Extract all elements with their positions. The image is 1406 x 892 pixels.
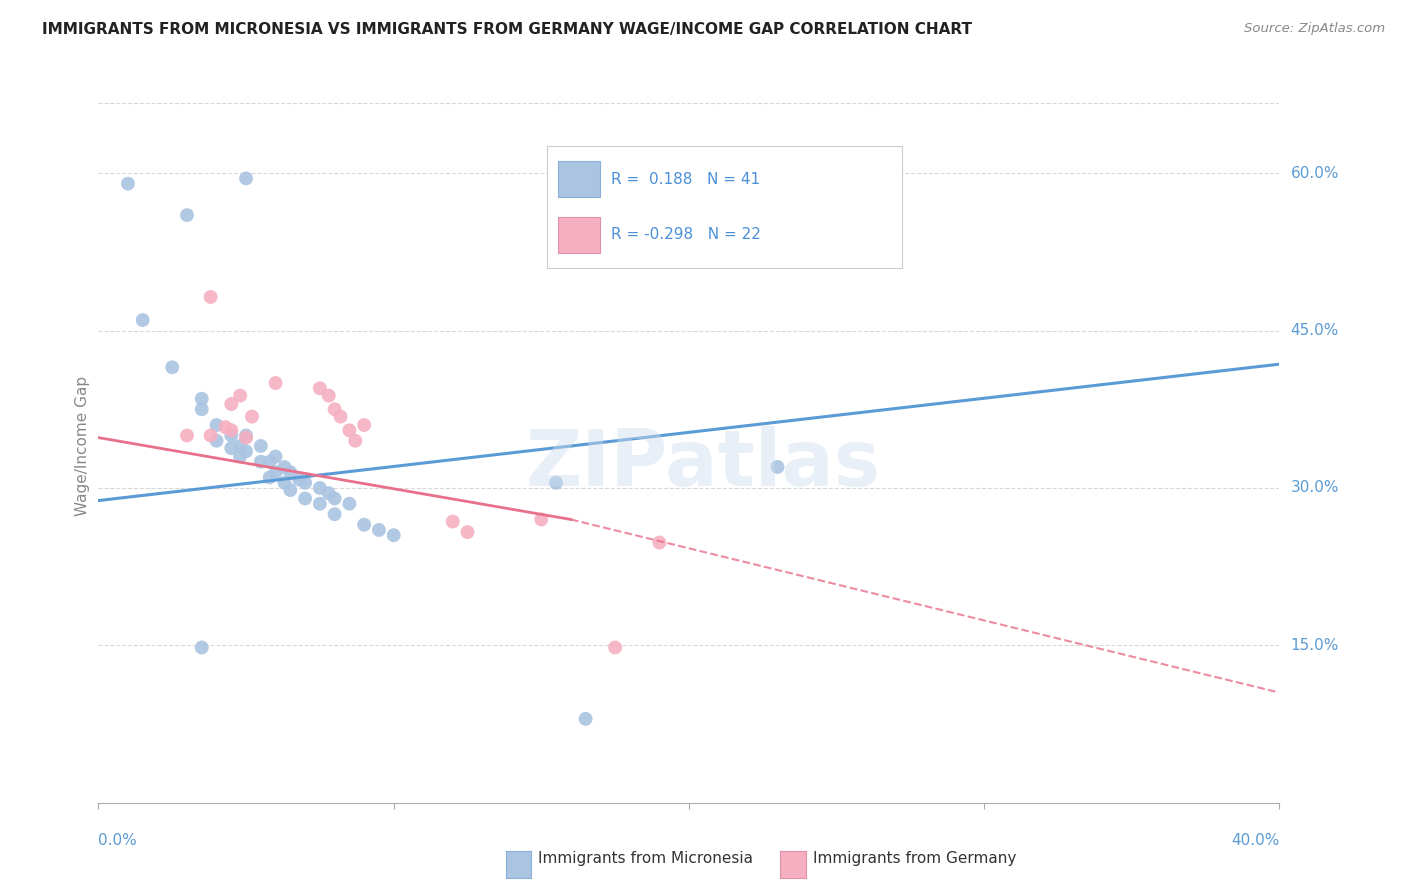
Point bbox=[766, 460, 789, 475]
Point bbox=[294, 475, 316, 490]
Point bbox=[219, 423, 242, 437]
Point bbox=[441, 515, 464, 529]
Point bbox=[259, 470, 281, 484]
Point bbox=[530, 512, 553, 526]
Text: 45.0%: 45.0% bbox=[1291, 323, 1339, 338]
Text: Immigrants from Germany: Immigrants from Germany bbox=[813, 852, 1017, 866]
Point bbox=[309, 381, 332, 395]
Point bbox=[205, 434, 228, 448]
Point bbox=[309, 497, 332, 511]
Point bbox=[344, 434, 367, 448]
Point bbox=[264, 450, 287, 464]
Text: Source: ZipAtlas.com: Source: ZipAtlas.com bbox=[1244, 22, 1385, 36]
Point bbox=[214, 420, 236, 434]
Point bbox=[259, 455, 281, 469]
Point bbox=[219, 441, 242, 455]
Point bbox=[323, 507, 346, 521]
Point bbox=[235, 431, 257, 445]
Text: 60.0%: 60.0% bbox=[1291, 166, 1339, 181]
Text: 15.0%: 15.0% bbox=[1291, 638, 1339, 653]
Point bbox=[329, 409, 352, 424]
Point bbox=[337, 497, 360, 511]
Point bbox=[264, 376, 287, 390]
Text: 30.0%: 30.0% bbox=[1291, 481, 1339, 495]
Point bbox=[235, 171, 257, 186]
Point bbox=[574, 712, 596, 726]
Point bbox=[176, 208, 198, 222]
Point bbox=[200, 290, 222, 304]
Point bbox=[309, 481, 332, 495]
Point bbox=[176, 428, 198, 442]
Point bbox=[191, 402, 214, 417]
Point bbox=[368, 523, 391, 537]
Point bbox=[250, 439, 273, 453]
Point bbox=[229, 389, 252, 403]
Point bbox=[162, 360, 183, 375]
Y-axis label: Wage/Income Gap: Wage/Income Gap bbox=[75, 376, 90, 516]
Point bbox=[353, 517, 375, 532]
Point bbox=[318, 389, 340, 403]
Point bbox=[191, 392, 214, 406]
Point bbox=[294, 491, 316, 506]
Point bbox=[219, 428, 242, 442]
Point bbox=[288, 473, 311, 487]
Text: ZIPatlas: ZIPatlas bbox=[526, 425, 880, 502]
Point bbox=[544, 475, 567, 490]
Point bbox=[264, 465, 287, 479]
Point bbox=[323, 491, 346, 506]
Point bbox=[353, 417, 375, 432]
Text: 40.0%: 40.0% bbox=[1232, 833, 1279, 848]
Point bbox=[273, 475, 295, 490]
Point bbox=[235, 444, 257, 458]
Point bbox=[200, 428, 222, 442]
Point bbox=[382, 528, 405, 542]
Point bbox=[278, 465, 302, 479]
Point bbox=[235, 428, 257, 442]
Point bbox=[229, 450, 252, 464]
Point bbox=[132, 313, 155, 327]
Point bbox=[337, 423, 360, 437]
Point bbox=[219, 397, 242, 411]
Point bbox=[191, 640, 214, 655]
Text: Immigrants from Micronesia: Immigrants from Micronesia bbox=[538, 852, 754, 866]
Text: 0.0%: 0.0% bbox=[98, 833, 138, 848]
Point bbox=[648, 535, 671, 549]
Point bbox=[240, 409, 263, 424]
Point bbox=[250, 455, 273, 469]
Point bbox=[456, 524, 478, 539]
Point bbox=[278, 483, 302, 497]
Point bbox=[117, 177, 139, 191]
Point bbox=[229, 439, 252, 453]
Point bbox=[318, 486, 340, 500]
Point bbox=[605, 640, 627, 655]
Point bbox=[205, 417, 228, 432]
Point bbox=[323, 402, 346, 417]
Point bbox=[273, 460, 295, 475]
Text: IMMIGRANTS FROM MICRONESIA VS IMMIGRANTS FROM GERMANY WAGE/INCOME GAP CORRELATIO: IMMIGRANTS FROM MICRONESIA VS IMMIGRANTS… bbox=[42, 22, 972, 37]
